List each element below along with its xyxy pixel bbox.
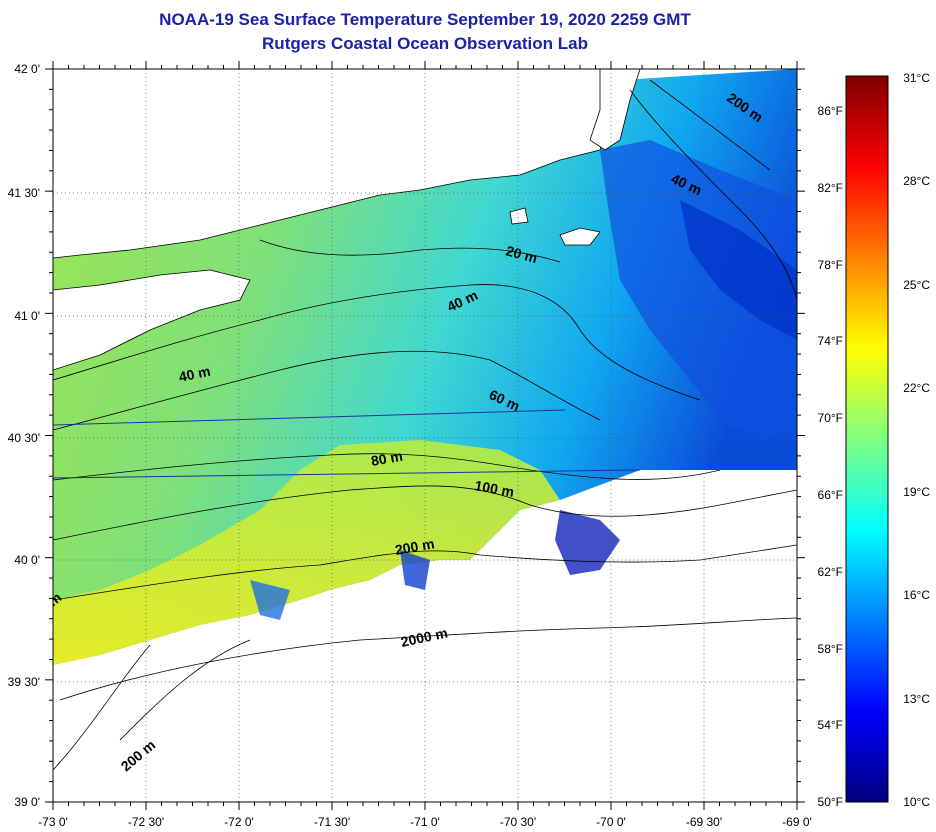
lon-axis: -73 0' -72 30' -72 0' -71 30' -71 0' -70… <box>38 815 812 829</box>
map-subtitle: Rutgers Coastal Ocean Observation Lab <box>262 34 588 53</box>
lon-label: -70 0' <box>596 815 626 829</box>
lon-label: -70 30' <box>500 815 536 829</box>
lon-label: -73 0' <box>38 815 68 829</box>
cold-region <box>600 140 797 440</box>
lat-label: 42 0' <box>14 62 40 76</box>
contour-label: m <box>45 589 65 609</box>
f-label: 54°F <box>818 718 843 732</box>
lat-label: 41 0' <box>14 309 40 323</box>
map-title: NOAA-19 Sea Surface Temperature Septembe… <box>159 10 691 29</box>
lon-label: -72 30' <box>128 815 164 829</box>
contour-label: 80 m <box>370 448 404 469</box>
lon-label: -69 0' <box>782 815 812 829</box>
land-cape-cod <box>589 69 641 151</box>
colorbar-fahrenheit: 86°F 82°F 78°F 74°F 70°F 66°F 62°F 58°F … <box>818 104 843 809</box>
lat-label: 39 0' <box>14 795 40 809</box>
c-label: 31°C <box>903 71 930 85</box>
f-label: 74°F <box>818 334 843 348</box>
warm-band <box>53 440 560 665</box>
lat-label: 41 30' <box>8 186 40 200</box>
f-label: 78°F <box>818 258 843 272</box>
colorbar <box>845 75 889 803</box>
c-label: 10°C <box>903 795 930 809</box>
c-label: 16°C <box>903 588 930 602</box>
f-label: 58°F <box>818 642 843 656</box>
lat-label: 39 30' <box>8 675 40 689</box>
contour-label: 200 m <box>394 535 436 558</box>
lon-label: -71 30' <box>314 815 350 829</box>
f-label: 70°F <box>818 411 843 425</box>
lat-axis: 42 0' 41 30' 41 0' 40 30' 40 0' 39 30' 3… <box>8 62 40 809</box>
c-label: 28°C <box>903 174 930 188</box>
land-long-island <box>53 269 251 371</box>
f-label: 62°F <box>818 565 843 579</box>
colorbar-celsius: 31°C 28°C 25°C 22°C 19°C 16°C 13°C 10°C <box>903 71 930 809</box>
f-label: 86°F <box>818 104 843 118</box>
lon-label: -69 30' <box>686 815 722 829</box>
lat-label: 40 30' <box>8 431 40 445</box>
c-label: 22°C <box>903 381 930 395</box>
lon-label: -72 0' <box>224 815 254 829</box>
c-label: 19°C <box>903 485 930 499</box>
f-label: 82°F <box>818 181 843 195</box>
c-label: 25°C <box>903 278 930 292</box>
lat-label: 40 0' <box>14 553 40 567</box>
contour-label: 40 m <box>177 363 212 385</box>
contour-label: 20 m <box>504 242 539 266</box>
f-label: 50°F <box>818 795 843 809</box>
contour-label: 100 m <box>473 477 515 500</box>
lon-label: -71 0' <box>410 815 440 829</box>
c-label: 13°C <box>903 692 930 706</box>
f-label: 66°F <box>818 488 843 502</box>
